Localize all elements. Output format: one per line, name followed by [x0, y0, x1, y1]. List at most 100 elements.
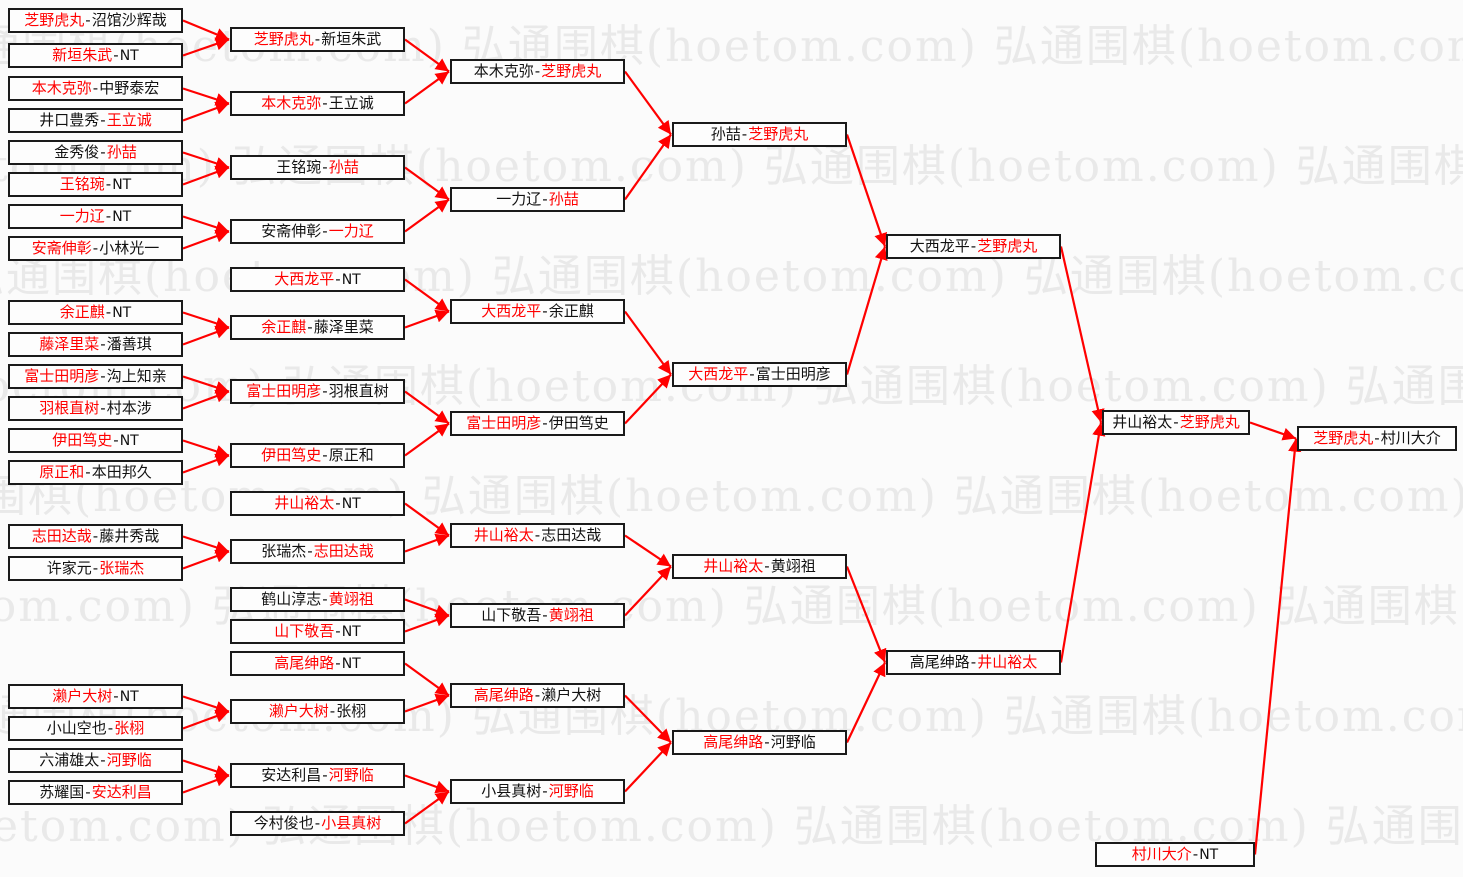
match-box[interactable]: 富士田明彦 - 羽根直树: [230, 379, 405, 404]
match-box[interactable]: 六浦雄太 - 河野临: [8, 748, 183, 773]
match-box[interactable]: 濑户大树 - NT: [8, 684, 183, 709]
versus-dash: -: [100, 111, 106, 129]
bracket-link: [1059, 422, 1106, 663]
match-box[interactable]: 安斋伸彰 - 小林光一: [8, 236, 183, 261]
match-box[interactable]: 新垣朱武 - NT: [8, 43, 183, 68]
bracket-link: [624, 310, 672, 376]
match-box[interactable]: 伊田笃史 - NT: [8, 428, 183, 453]
bracket-link: [624, 741, 672, 793]
match-box[interactable]: 大西龙平 - 余正麒: [450, 299, 625, 324]
versus-dash: -: [1173, 413, 1179, 431]
bracket-link: [404, 390, 450, 425]
match-box[interactable]: 苏耀国 - 安达利昌: [8, 780, 183, 805]
match-box[interactable]: 芝野虎丸 - 沼馆沙辉哉: [8, 8, 183, 33]
match-box[interactable]: 高尾绅路 - 河野临: [672, 730, 847, 755]
match-box[interactable]: 金秀俊 - 孙喆: [8, 140, 183, 165]
match-box[interactable]: 井口豊秀 - 王立诚: [8, 108, 183, 133]
player-right: 黄翊祖: [548, 606, 594, 624]
match-box[interactable]: 井山裕太 - 志田达哉: [450, 523, 625, 548]
player-right: 芝野虎丸: [977, 237, 1038, 255]
bracket-link: [182, 151, 230, 170]
match-box[interactable]: 高尾绅路 - 濑户大树: [450, 683, 625, 708]
player-left: 一力辽: [59, 207, 105, 225]
bracket-link: [182, 19, 230, 41]
bye-label: NT: [112, 208, 132, 225]
player-right: 小县真树: [321, 814, 382, 832]
player-left: 井山裕太: [473, 526, 534, 544]
versus-dash: -: [85, 11, 91, 29]
match-box[interactable]: 原正和 - 本田邦久: [8, 460, 183, 485]
versus-dash: -: [542, 782, 548, 800]
match-box[interactable]: 富士田明彦 - 沟上知亲: [8, 364, 183, 389]
match-box[interactable]: 富士田明彦 - 伊田笃史: [450, 411, 625, 436]
bracket-link: [182, 389, 230, 410]
player-left: 余正麒: [59, 303, 105, 321]
match-box[interactable]: 孙喆 - 芝野虎丸: [672, 122, 847, 147]
player-right: 志田达哉: [541, 526, 602, 544]
match-box[interactable]: 小山空也 - 张栩: [8, 716, 183, 741]
match-box[interactable]: 许家元 - 张瑞杰: [8, 556, 183, 581]
match-box[interactable]: 余正麒 - 藤泽里菜: [230, 315, 405, 340]
bracket-link: [1059, 246, 1105, 423]
player-right: 张瑞杰: [99, 559, 145, 577]
player-right: 河野临: [328, 766, 374, 784]
bracket-link: [182, 215, 230, 234]
match-box[interactable]: 大西龙平 - NT: [230, 267, 405, 292]
match-box[interactable]: 安达利昌 - 河野临: [230, 763, 405, 788]
match-box[interactable]: 大西龙平 - 芝野虎丸: [886, 234, 1061, 259]
match-box[interactable]: 濑户大树 - 张栩: [230, 699, 405, 724]
match-box[interactable]: 王铭琬 - NT: [8, 172, 183, 197]
player-right: 孙喆: [106, 143, 137, 161]
player-left: 安斋伸彰: [261, 222, 322, 240]
player-right: 潘善琪: [106, 335, 152, 353]
versus-dash: -: [314, 814, 321, 832]
match-box[interactable]: 井山裕太 - 黄翊祖: [672, 554, 847, 579]
match-box[interactable]: 小县真树 - 河野临: [450, 779, 625, 804]
match-box[interactable]: 高尾绅路 - NT: [230, 651, 405, 676]
match-box[interactable]: 村川大介 - NT: [1095, 842, 1255, 867]
match-box[interactable]: 一力辽 - NT: [8, 204, 183, 229]
versus-dash: -: [970, 653, 977, 671]
player-right: 王立诚: [106, 111, 152, 129]
versus-dash: -: [107, 719, 114, 737]
match-box[interactable]: 伊田笃史 - 原正和: [230, 443, 405, 468]
match-box[interactable]: 志田达哉 - 藤井秀哉: [8, 524, 183, 549]
match-box[interactable]: 鹤山淳志 - 黄翊祖: [230, 587, 405, 612]
match-box[interactable]: 一力辽 - 孙喆: [450, 187, 625, 212]
player-left: 山下敬吾: [274, 622, 335, 640]
bracket-link: [404, 38, 450, 73]
match-box[interactable]: 藤泽里菜 - 潘善琪: [8, 332, 183, 357]
match-box[interactable]: 井山裕太 - 芝野虎丸: [1102, 410, 1250, 435]
match-box[interactable]: 高尾绅路 - 井山裕太: [886, 650, 1061, 675]
match-box[interactable]: 本木克弥 - 芝野虎丸: [450, 59, 625, 84]
match-box[interactable]: 芝野虎丸 - 新垣朱武: [230, 27, 405, 52]
bracket-link: [182, 87, 230, 106]
bye-label: NT: [119, 47, 139, 64]
match-box[interactable]: 山下敬吾 - 黄翊祖: [450, 603, 625, 628]
match-box[interactable]: 今村俊也 - 小县真树: [230, 811, 405, 836]
match-box[interactable]: 余正麒 - NT: [8, 300, 183, 325]
versus-dash: -: [100, 399, 106, 417]
versus-dash: -: [322, 446, 328, 464]
match-box[interactable]: 张瑞杰 - 志田达哉: [230, 539, 405, 564]
match-box[interactable]: 本木克弥 - 王立诚: [230, 91, 405, 116]
player-right: 安达利昌: [91, 783, 152, 801]
match-box[interactable]: 大西龙平 - 富士田明彦: [672, 362, 847, 387]
player-right: 志田达哉: [313, 542, 374, 560]
match-box[interactable]: 芝野虎丸 - 村川大介: [1297, 426, 1457, 451]
match-box[interactable]: 井山裕太 - NT: [230, 491, 405, 516]
player-right: 藤泽里菜: [313, 318, 374, 336]
versus-dash: -: [113, 46, 119, 64]
player-right: 井山裕太: [977, 653, 1038, 671]
versus-dash: -: [100, 751, 106, 769]
player-left: 一力辽: [496, 190, 542, 208]
match-box[interactable]: 安斋伸彰 - 一力辽: [230, 219, 405, 244]
watermark-row: 弘通围棋(hoetom.com) 弘通围棋(hoetom.com) 弘通围棋(h…: [0, 471, 1463, 522]
match-box[interactable]: 本木克弥 - 中野泰宏: [8, 76, 183, 101]
player-right: 河野临: [106, 751, 152, 769]
match-box[interactable]: 羽根直树 - 村本涉: [8, 396, 183, 421]
match-box[interactable]: 山下敬吾 - NT: [230, 619, 405, 644]
versus-dash: -: [335, 494, 341, 512]
player-right: 黄翊祖: [328, 590, 374, 608]
match-box[interactable]: 王铭琬 - 孙喆: [230, 155, 405, 180]
